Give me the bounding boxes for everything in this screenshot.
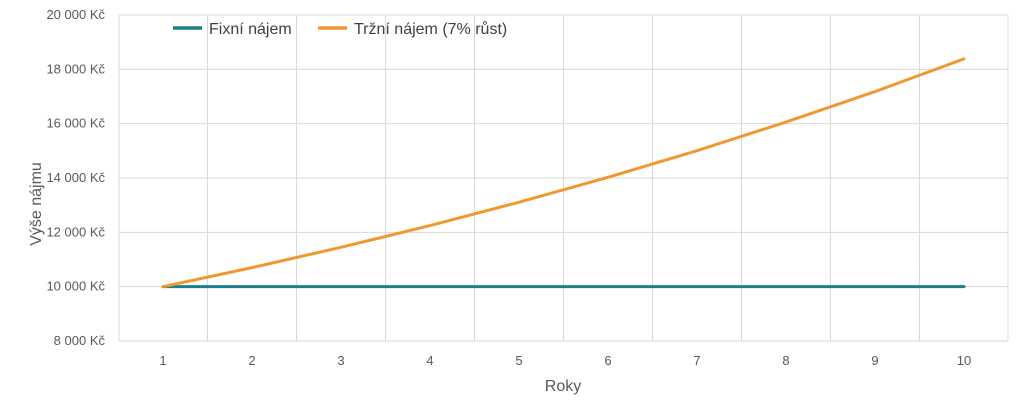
x-tick-label: 8	[782, 353, 789, 368]
x-tick-label: 7	[693, 353, 700, 368]
legend[interactable]: Fixní nájem Tržní nájem (7% růst)	[173, 20, 507, 38]
x-axis-ticks: 1 2 3 4 5 6 7 8 9 10	[159, 353, 971, 368]
x-tick-label: 1	[159, 353, 166, 368]
x-tick-label: 6	[604, 353, 611, 368]
gridlines	[118, 14, 1009, 342]
y-tick-label: 14 000 Kč	[46, 170, 105, 185]
legend-label-market: Tržní nájem (7% růst)	[354, 20, 507, 38]
x-axis-title: Roky	[545, 378, 581, 395]
legend-label-fixed: Fixní nájem	[209, 21, 292, 38]
y-tick-label: 10 000 Kč	[46, 279, 105, 294]
y-tick-label: 16 000 Kč	[46, 116, 105, 131]
series-lines	[161, 57, 966, 289]
y-tick-label: 8 000 Kč	[54, 333, 106, 348]
x-tick-label: 9	[871, 353, 878, 368]
y-axis-title: Výše nájmu	[28, 162, 45, 246]
y-tick-label: 12 000 Kč	[46, 224, 105, 239]
y-tick-label: 18 000 Kč	[46, 61, 105, 76]
x-tick-label: 3	[337, 353, 344, 368]
x-tick-label: 5	[515, 353, 522, 368]
x-tick-label: 10	[957, 353, 971, 368]
y-tick-label: 20 000 Kč	[46, 7, 105, 22]
x-tick-label: 2	[248, 353, 255, 368]
x-tick-label: 4	[426, 353, 433, 368]
series-line-market	[161, 57, 966, 289]
y-axis-ticks: 8 000 Kč 10 000 Kč 12 000 Kč 14 000 Kč 16 00…	[46, 7, 105, 348]
